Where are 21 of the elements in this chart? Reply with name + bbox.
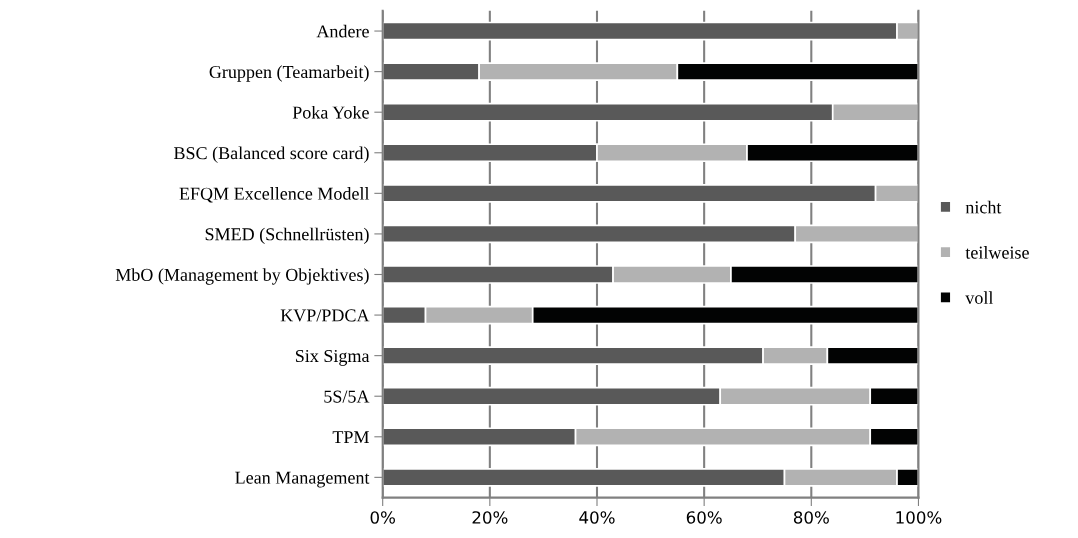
y-tick-label: Six Sigma: [295, 349, 370, 366]
y-tick-label: Gruppen (Teamarbeit): [209, 65, 369, 82]
x-tick-label: 40%: [579, 511, 615, 524]
y-tick-label: Lean Management: [235, 471, 370, 488]
y-tick-label: TPM: [332, 431, 369, 444]
x-tick-label: 20%: [472, 511, 508, 524]
y-tick-label: BSC (Balanced score card): [173, 146, 369, 163]
legend-label: nicht: [965, 200, 1002, 214]
x-tick-label: 100%: [896, 511, 942, 524]
x-tick-label: 60%: [686, 511, 722, 524]
x-tick-label: 80%: [793, 511, 829, 524]
y-tick-label: KVP/PDCA: [280, 309, 370, 322]
legend-label: teilweise: [965, 246, 1029, 259]
y-tick-label: SMED (Schnellrüsten): [205, 227, 369, 245]
y-tick-label: Poka Yoke: [292, 105, 369, 119]
y-tick-label: 5S/5A: [324, 390, 370, 403]
y-tick-label: MbO (Management by Objektives): [115, 268, 369, 285]
y-tick-label: EFQM Excellence Modell: [179, 187, 370, 203]
x-tick-label: 0%: [370, 511, 395, 524]
legend-label: voll: [965, 291, 994, 304]
y-tick-label: Andere: [316, 24, 369, 38]
